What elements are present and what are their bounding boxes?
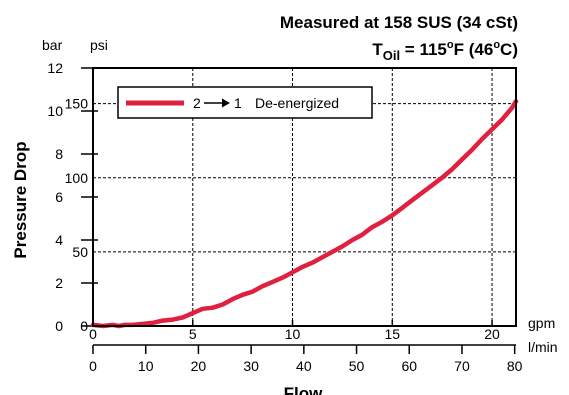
y-unit-bar: bar xyxy=(42,37,63,53)
legend: 2 1 De-energized xyxy=(117,86,373,119)
legend-label: De-energized xyxy=(255,95,339,111)
tick-label-gpm: 10 xyxy=(285,326,301,342)
tick-label-lpm: 50 xyxy=(349,358,365,374)
tick-label-psi: 100 xyxy=(65,170,89,186)
chart-title-line2: TOil = 115oF (46oC) xyxy=(372,39,518,63)
y-axis-title: Pressure Drop xyxy=(11,141,30,258)
tick-label-gpm: 5 xyxy=(189,326,197,342)
tick-label-psi: 50 xyxy=(72,244,88,260)
tick-label-bar: 10 xyxy=(47,103,63,119)
series-layer xyxy=(90,99,519,329)
tick-label-lpm: 80 xyxy=(507,358,523,374)
tick-label-bar: 6 xyxy=(55,189,63,205)
tick-label-psi: 150 xyxy=(65,96,89,112)
tick-label-bar: 12 xyxy=(47,60,63,76)
tick-label-lpm: 70 xyxy=(454,358,470,374)
plot-frame xyxy=(92,67,517,327)
tick-label-bar: 4 xyxy=(55,232,63,248)
tick-label-lpm: 20 xyxy=(191,358,207,374)
tick-label-lpm: 60 xyxy=(401,358,417,374)
y-unit-psi: psi xyxy=(90,37,108,53)
x-axis-title: Flow xyxy=(284,384,323,395)
x-unit-lpm: l/min xyxy=(528,339,558,355)
tick-label-gpm: 0 xyxy=(89,326,97,342)
chart-title-line1: Measured at 158 SUS (34 cSt) xyxy=(280,13,518,32)
x-unit-gpm: gpm xyxy=(528,315,555,331)
tick-label-lpm: 30 xyxy=(243,358,259,374)
tick-label-bar: 8 xyxy=(55,146,63,162)
legend-to: 1 xyxy=(234,95,242,111)
tick-label-bar: 0 xyxy=(55,318,63,334)
tick-label-lpm: 10 xyxy=(138,358,154,374)
legend-from: 2 xyxy=(193,95,201,111)
tick-label-gpm: 15 xyxy=(385,326,401,342)
series-line xyxy=(90,99,519,329)
legend-arrow-head xyxy=(222,98,230,108)
tick-label-lpm: 0 xyxy=(89,358,97,374)
tick-label-lpm: 40 xyxy=(296,358,312,374)
tick-label-bar: 2 xyxy=(55,275,63,291)
tick-label-gpm: 20 xyxy=(484,326,500,342)
